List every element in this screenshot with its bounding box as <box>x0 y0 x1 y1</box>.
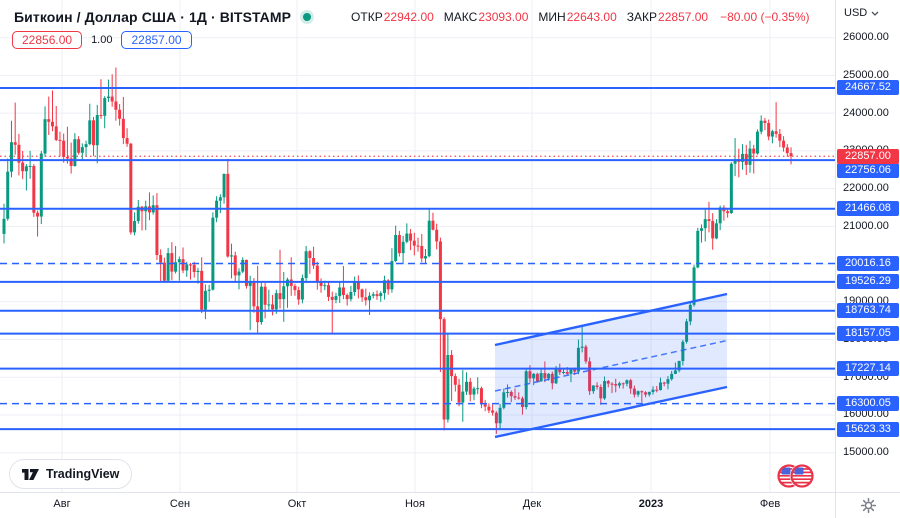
chart-header: Биткоин / Доллар США · 1Д · BITSTAMP ОТК… <box>14 9 810 25</box>
tradingview-logo[interactable]: TradingView <box>9 459 133 489</box>
market-status-icon <box>303 13 312 21</box>
tradingview-logo-text: TradingView <box>46 467 120 481</box>
price-level-badge: 22857.00 <box>837 148 899 164</box>
time-axis-label: Дек <box>522 498 542 510</box>
currency-selector[interactable]: USD <box>844 7 879 19</box>
gear-icon[interactable] <box>860 497 877 514</box>
price-change: −80.00 (−0.35%) <box>720 10 810 24</box>
buy-button[interactable]: 22857.00 <box>121 31 192 49</box>
time-axis-label: Фев <box>759 498 781 510</box>
price-level-badge: 16300.05 <box>837 396 899 412</box>
ohlc-open: ОТКР 22942.00 <box>351 10 434 24</box>
order-panel: 22856.00 1.00 22857.00 <box>12 31 192 49</box>
currency-flags-icon <box>777 461 815 496</box>
time-axis-label: Ноя <box>404 498 426 510</box>
price-tick-label: 24000.00 <box>843 106 889 119</box>
ohlc-close: ЗАКР 22857.00 <box>626 10 709 24</box>
candlestick-chart <box>0 0 835 492</box>
time-axis-label: Авг <box>53 498 71 510</box>
price-tick-label: 22000.00 <box>843 182 889 195</box>
time-axis-label: Сен <box>169 498 191 510</box>
price-tick-label: 25000.00 <box>843 68 889 81</box>
ohlc-high: МАКС 23093.00 <box>443 10 529 24</box>
price-level-badge: 22756.06 <box>837 162 899 178</box>
price-level-badge: 18763.74 <box>837 303 899 319</box>
spread-value: 1.00 <box>91 34 113 46</box>
price-tick-label: 15000.00 <box>843 446 889 459</box>
price-tick-label: 16000.00 <box>843 408 889 421</box>
chart-canvas[interactable] <box>0 0 835 492</box>
grid-layer <box>0 0 835 492</box>
price-axis[interactable]: USD 26000.0025000.0024000.0023000.002200… <box>835 0 900 492</box>
time-axis-label: Окт <box>287 498 307 510</box>
price-level-badge: 15623.33 <box>837 421 899 437</box>
time-axis-label: 2023 <box>638 498 664 510</box>
price-level-badge: 18157.05 <box>837 326 899 342</box>
axis-settings-corner <box>835 492 900 518</box>
symbol-title[interactable]: Биткоин / Доллар США · 1Д · BITSTAMP <box>14 9 292 25</box>
tradingview-logo-icon <box>22 469 39 480</box>
time-axis[interactable]: Авг Сен Окт Ноя Дек 2023 Фев <box>0 492 835 518</box>
levels-layer[interactable] <box>0 86 835 431</box>
price-level-badge: 24667.52 <box>837 80 899 96</box>
price-tick-label: 21000.00 <box>843 219 889 232</box>
price-level-badge: 17227.14 <box>837 361 899 377</box>
sell-button[interactable]: 22856.00 <box>12 31 83 49</box>
price-level-badge: 19526.29 <box>837 274 899 290</box>
price-level-badge: 21466.08 <box>837 201 899 217</box>
ohlc-low: МИН 22643.00 <box>538 10 617 24</box>
price-level-badge: 20016.16 <box>837 255 899 271</box>
chevron-down-icon <box>871 11 879 16</box>
price-tick-label: 26000.00 <box>843 31 889 44</box>
channel-drawing[interactable] <box>494 292 728 439</box>
currency-label: USD <box>844 7 868 19</box>
